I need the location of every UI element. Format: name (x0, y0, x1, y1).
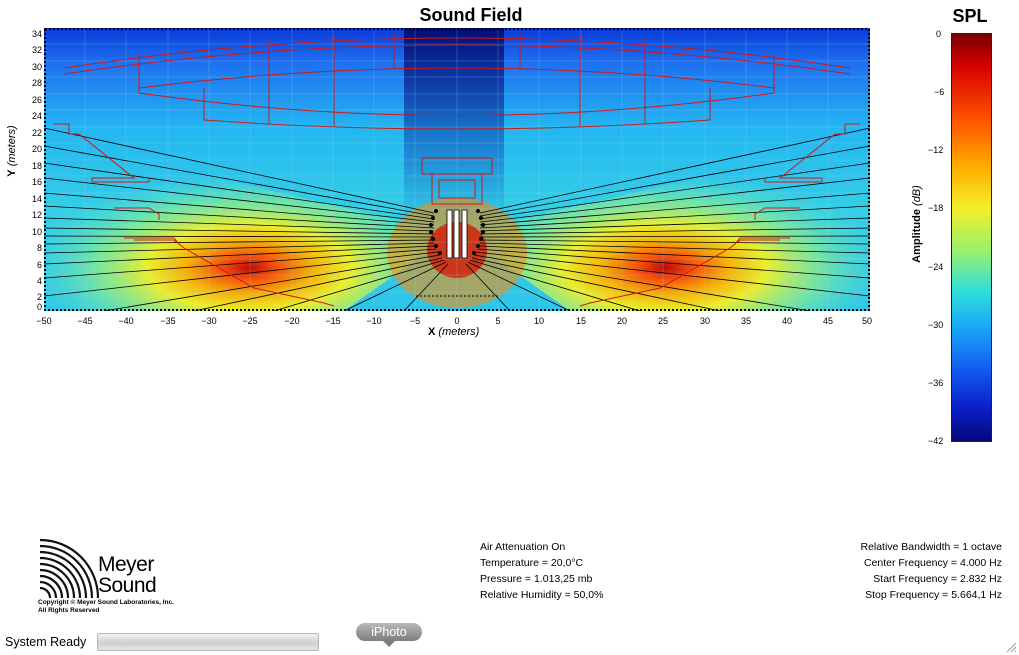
y-tick: 24 (31, 111, 42, 121)
copyright-line1: Copyright © Meyer Sound Laboratories, In… (38, 599, 174, 606)
environment-conditions: Air Attenuation On Temperature = 20,0°C … (480, 539, 603, 603)
x-tick: −40 (118, 316, 134, 326)
colorbar-label: Amplitude (dB) (911, 174, 923, 274)
meyer-sound-logo: Meyer Sound Copyright © Meyer Sound Labo… (38, 538, 178, 618)
y-tick: 14 (31, 194, 42, 204)
colorbar-title: SPL (952, 6, 988, 26)
colorbar-label-main: Amplitude (911, 209, 923, 263)
param-center-frequency: Center Frequency = 4.000 Hz (863, 557, 1002, 569)
progress-bar (97, 633, 319, 651)
x-tick: 30 (699, 316, 710, 326)
x-tick: 5 (495, 316, 501, 326)
condition-pressure: Pressure = 1.013,25 mb (480, 573, 593, 585)
analysis-parameters: Relative Bandwidth = 1 octave Center Fre… (860, 539, 1002, 603)
y-tick: 26 (31, 95, 42, 105)
copyright-line2: All Rights Reserved (38, 607, 100, 614)
y-tick: 30 (31, 62, 42, 72)
y-tick: 12 (31, 210, 42, 220)
tooltip-pointer (383, 641, 395, 647)
y-tick: 0 (36, 302, 42, 312)
condition-humidity: Relative Humidity = 50,0% (480, 589, 604, 601)
spl-colorbar (951, 33, 992, 442)
colorbar-tick: 0 (936, 29, 942, 39)
x-tick: −25 (242, 316, 258, 326)
x-tick: 40 (781, 316, 792, 326)
status-text: System Ready (5, 635, 87, 649)
x-tick: 20 (616, 316, 627, 326)
logo-text-meyer: Meyer (98, 553, 154, 576)
y-tick: 22 (31, 128, 42, 138)
y-tick: 32 (31, 45, 42, 55)
x-axis-letter: X (428, 326, 436, 338)
y-tick: 28 (31, 78, 42, 88)
param-stop-frequency: Stop Frequency = 5.664,1 Hz (865, 589, 1002, 601)
y-tick: 16 (31, 177, 42, 187)
y-tick: 4 (36, 276, 42, 286)
x-tick: −20 (284, 316, 300, 326)
x-tick: 0 (454, 316, 460, 326)
colorbar-label-unit: (dB) (911, 185, 923, 206)
y-tick: 2 (36, 292, 42, 302)
sound-field-plot[interactable] (43, 28, 871, 312)
x-tick: 25 (657, 316, 668, 326)
y-tick: 18 (31, 161, 42, 171)
colorbar-tick: −6 (934, 87, 945, 97)
x-tick: 10 (533, 316, 544, 326)
y-axis-letter: Y (6, 169, 18, 177)
y-tick: 20 (31, 144, 42, 154)
colorbar-tick: −36 (928, 378, 944, 388)
condition-air-attenuation: Air Attenuation On (480, 541, 566, 553)
x-tick: −10 (366, 316, 382, 326)
y-tick: 10 (31, 227, 42, 237)
x-tick: 15 (575, 316, 586, 326)
y-axis-label: Y (meters) (6, 111, 18, 191)
x-tick: 50 (861, 316, 872, 326)
x-tick: −35 (160, 316, 176, 326)
colorbar-tick: −42 (928, 436, 944, 446)
x-axis-unit: (meters) (438, 326, 480, 338)
x-axis-label: X (meters) (428, 326, 479, 338)
x-tick: 45 (822, 316, 833, 326)
colorbar-tick: −30 (928, 320, 944, 330)
param-start-frequency: Start Frequency = 2.832 Hz (873, 573, 1002, 585)
logo-waves-icon (39, 538, 100, 598)
iphoto-dock-tooltip: iPhoto (356, 623, 422, 641)
x-tick: −15 (325, 316, 341, 326)
x-tick: −5 (409, 316, 421, 326)
plot-title: Sound Field (419, 5, 523, 25)
param-relative-bandwidth: Relative Bandwidth = 1 octave (860, 541, 1002, 553)
x-tick: −30 (201, 316, 217, 326)
x-tick: −45 (77, 316, 93, 326)
y-tick: 6 (36, 260, 42, 270)
colorbar-tick: −18 (928, 203, 944, 213)
colorbar-tick: −24 (928, 262, 944, 272)
y-tick: 8 (36, 243, 42, 253)
x-tick: 35 (740, 316, 751, 326)
y-axis-unit: (meters) (6, 125, 18, 167)
sound-field-map (43, 28, 871, 312)
logo-text-sound: Sound (98, 574, 157, 597)
condition-temperature: Temperature = 20,0°C (480, 557, 584, 569)
colorbar-tick: −12 (928, 145, 944, 155)
y-tick: 34 (31, 29, 42, 39)
x-tick: −50 (36, 316, 52, 326)
resize-grip-icon[interactable] (1005, 641, 1017, 653)
